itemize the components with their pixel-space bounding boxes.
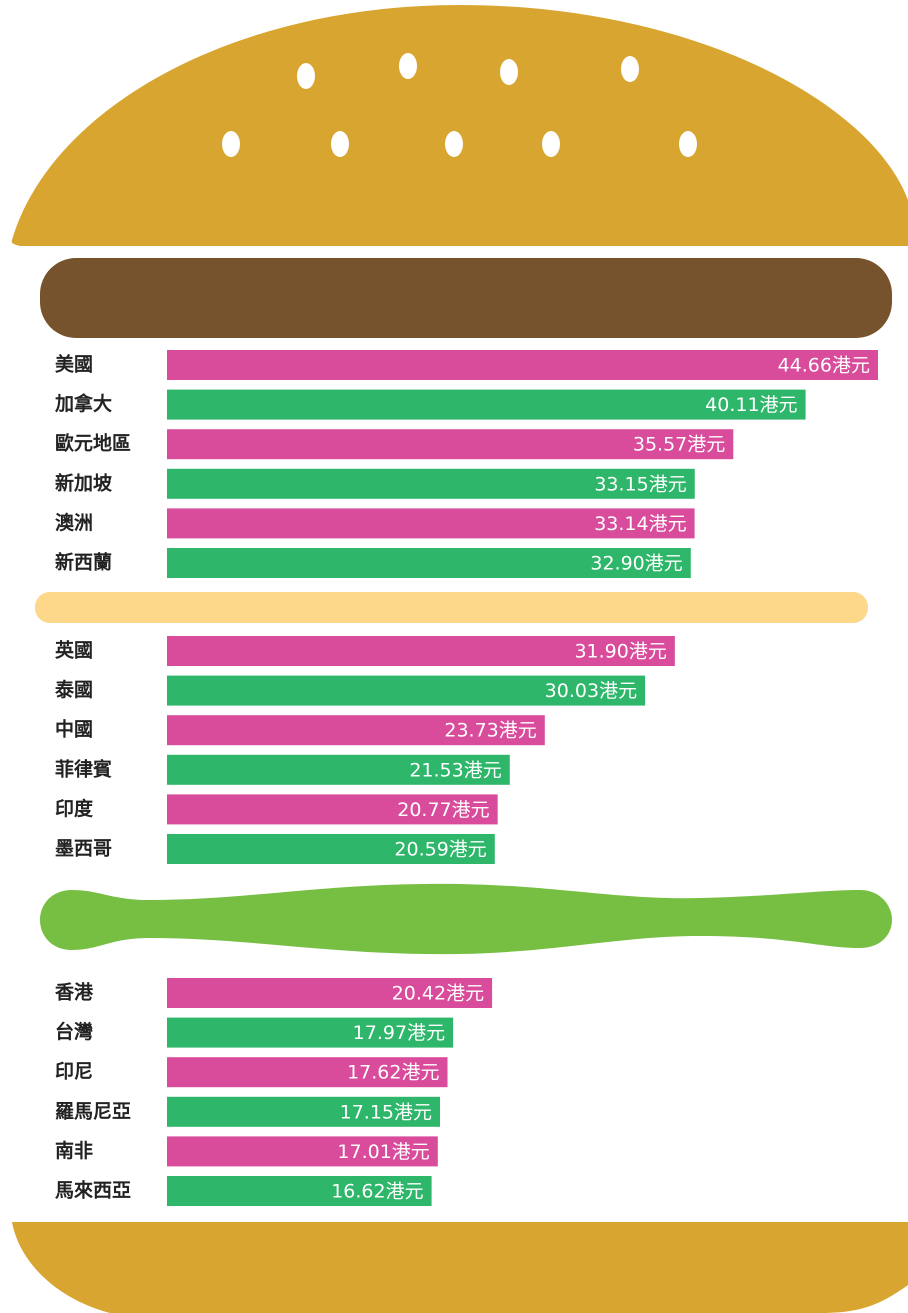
category-label: 羅馬尼亞 xyxy=(55,1100,131,1122)
category-label: 新加坡 xyxy=(55,471,113,494)
category-label: 菲律賓 xyxy=(55,757,112,780)
category-label: 英國 xyxy=(55,639,93,662)
value-label: 31.90港元 xyxy=(574,641,666,663)
value-label: 33.14港元 xyxy=(594,513,686,535)
category-label: 泰國 xyxy=(54,678,93,701)
value-label: 20.42港元 xyxy=(392,983,484,1005)
value-label: 16.62港元 xyxy=(331,1181,423,1203)
value-label: 33.15港元 xyxy=(594,473,686,495)
bar xyxy=(167,350,878,380)
category-label: 新西蘭 xyxy=(55,551,112,574)
value-label: 21.53港元 xyxy=(409,759,501,781)
category-label: 中國 xyxy=(55,718,93,741)
patty xyxy=(40,258,892,338)
value-label: 17.01港元 xyxy=(337,1141,429,1163)
category-label: 澳洲 xyxy=(55,511,93,534)
bottom-bun xyxy=(12,1222,908,1313)
value-label: 17.97港元 xyxy=(353,1022,445,1044)
value-label: 40.11港元 xyxy=(705,394,797,416)
category-label: 印尼 xyxy=(55,1061,93,1083)
value-label: 20.59港元 xyxy=(394,839,486,861)
value-label: 17.15港元 xyxy=(340,1101,432,1123)
category-label: 南非 xyxy=(55,1140,93,1162)
value-label: 44.66港元 xyxy=(778,355,870,377)
value-label: 35.57港元 xyxy=(633,434,725,456)
chart: 美國 44.66港元加拿大 40.11港元歐元地區 35.57港元新加坡 33.15港元… xyxy=(0,0,908,1313)
cheese xyxy=(35,592,868,623)
value-label: 20.77港元 xyxy=(397,799,489,821)
category-label: 加拿大 xyxy=(54,392,112,415)
category-label: 台灣 xyxy=(55,1020,93,1043)
category-label: 歐元地區 xyxy=(55,432,131,455)
category-label: 墨西哥 xyxy=(55,838,112,860)
category-label: 印度 xyxy=(55,797,94,820)
top-bun xyxy=(12,5,908,246)
category-label: 美國 xyxy=(55,353,93,376)
category-label: 香港 xyxy=(54,982,94,1004)
value-label: 32.90港元 xyxy=(590,553,682,575)
value-label: 17.62港元 xyxy=(347,1062,439,1084)
value-label: 30.03港元 xyxy=(545,680,637,702)
value-label: 23.73港元 xyxy=(444,720,536,742)
category-label: 馬來西亞 xyxy=(55,1179,131,1202)
lettuce xyxy=(40,884,892,954)
